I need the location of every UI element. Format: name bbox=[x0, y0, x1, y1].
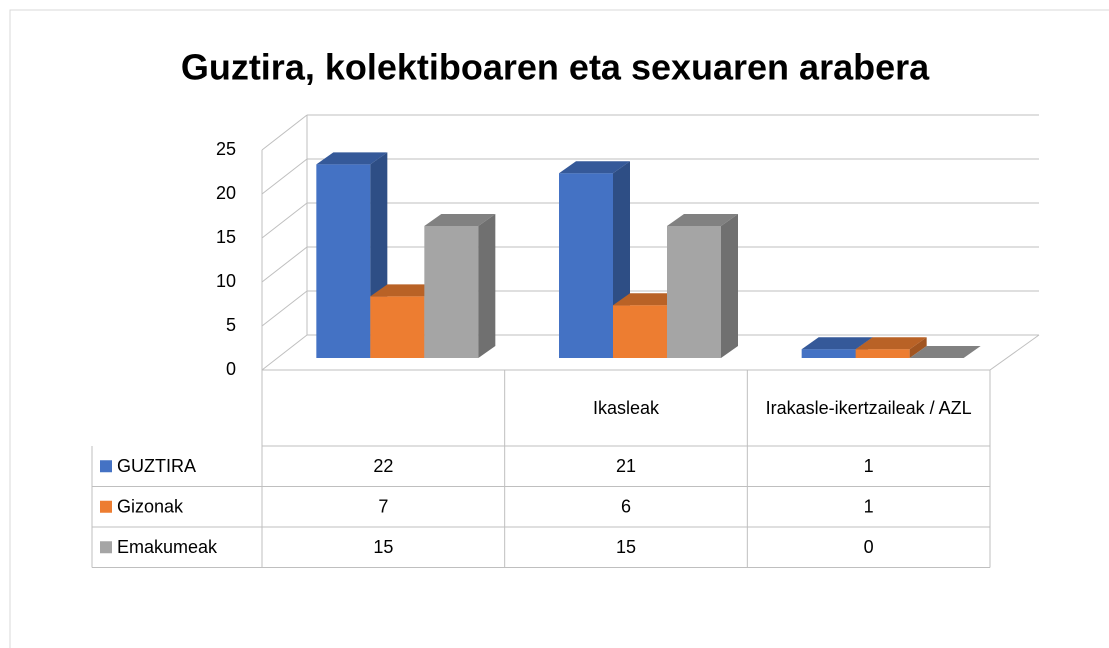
chart-title: Guztira, kolektiboaren eta sexuaren arab… bbox=[181, 47, 930, 88]
grid-line bbox=[261, 334, 308, 371]
category-label-box: Irakasle-ikertzaileak / AZL bbox=[765, 398, 972, 418]
bar-top bbox=[801, 337, 873, 350]
bar-top bbox=[855, 337, 927, 350]
bar-top bbox=[316, 152, 388, 165]
bar-top bbox=[370, 284, 442, 297]
bar-side bbox=[721, 214, 738, 358]
bar-front bbox=[559, 173, 613, 358]
bar-top bbox=[424, 214, 496, 226]
bar-top bbox=[559, 161, 630, 174]
grid-line bbox=[261, 246, 308, 283]
legend-label: Emakumeak bbox=[117, 537, 218, 557]
bar-top bbox=[613, 293, 684, 306]
bar-top bbox=[909, 346, 981, 358]
bar-front bbox=[316, 164, 371, 358]
table-value: 1 bbox=[864, 497, 874, 517]
y-tick-label: 5 bbox=[226, 315, 236, 335]
bar-side bbox=[478, 214, 496, 358]
bar-front bbox=[424, 226, 479, 358]
bar-front bbox=[855, 349, 910, 358]
legend-swatch bbox=[100, 460, 112, 473]
table-value: 1 bbox=[864, 456, 874, 476]
table-value: 0 bbox=[864, 537, 874, 557]
table-value: 21 bbox=[616, 456, 636, 476]
bar-top bbox=[667, 214, 738, 226]
grid-line bbox=[261, 114, 308, 151]
category-label: Ikasleak bbox=[592, 398, 659, 418]
table-value: 22 bbox=[373, 456, 393, 476]
table-value: 15 bbox=[616, 537, 636, 557]
table-value: 15 bbox=[373, 537, 393, 557]
grid-line bbox=[261, 202, 308, 239]
y-tick-label: 15 bbox=[216, 227, 236, 247]
y-tick-label: 25 bbox=[216, 139, 236, 159]
table-value: 7 bbox=[378, 497, 388, 517]
category-label-box: Ikasleak bbox=[592, 398, 659, 418]
grid-line bbox=[261, 290, 308, 327]
grid-line bbox=[261, 158, 308, 195]
bar-side bbox=[909, 337, 927, 358]
bar-front bbox=[667, 226, 721, 358]
y-tick-label: 0 bbox=[226, 359, 236, 379]
legend-swatch bbox=[100, 500, 112, 513]
y-tick-label: 20 bbox=[216, 183, 236, 203]
legend-label: GUZTIRA bbox=[117, 456, 196, 476]
y-tick-label: 10 bbox=[216, 271, 236, 291]
table-value: 6 bbox=[621, 497, 631, 517]
legend-swatch bbox=[100, 541, 112, 554]
legend-label: Gizonak bbox=[117, 497, 184, 517]
bar-front bbox=[613, 305, 667, 358]
bar-front bbox=[370, 296, 425, 358]
bar-front bbox=[801, 349, 856, 358]
category-label: Irakasle-ikertzaileak / AZL bbox=[765, 398, 972, 418]
